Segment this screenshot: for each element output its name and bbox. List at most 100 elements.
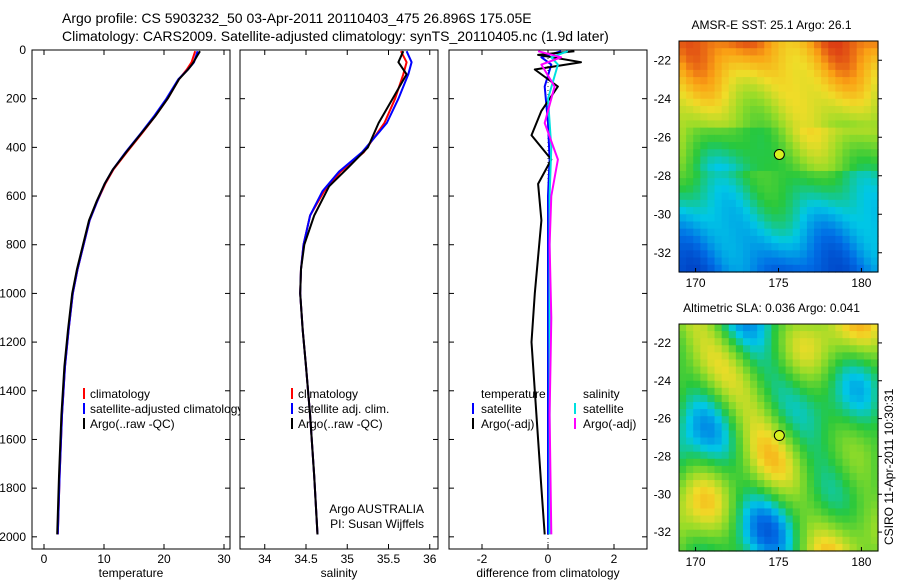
map-cell bbox=[742, 373, 751, 382]
map-cell bbox=[821, 214, 829, 223]
map-cell bbox=[828, 105, 836, 114]
y-tick-label: 2000 bbox=[0, 530, 26, 544]
map-cell bbox=[686, 163, 694, 172]
map-cell bbox=[693, 84, 701, 93]
map-cell bbox=[757, 402, 765, 410]
map-cell bbox=[771, 113, 780, 122]
map-cell bbox=[750, 163, 758, 172]
map-cell bbox=[742, 366, 751, 375]
map-cell bbox=[750, 451, 758, 460]
map-cell bbox=[785, 62, 794, 71]
map-cell bbox=[771, 345, 780, 353]
map-cell bbox=[814, 366, 822, 375]
map-cell bbox=[856, 402, 865, 410]
map-cell bbox=[728, 480, 737, 488]
map-cell bbox=[856, 163, 865, 172]
map-cell bbox=[806, 366, 815, 375]
map-cell bbox=[679, 156, 687, 165]
map-cell bbox=[742, 352, 751, 361]
map-cell bbox=[700, 199, 709, 208]
x-axis-label: difference from climatology bbox=[476, 566, 619, 580]
map-cell bbox=[778, 352, 787, 361]
header-line-2: Climatology: CARS2009. Satellite-adjuste… bbox=[62, 28, 609, 44]
map-cell bbox=[721, 352, 730, 361]
map-cell bbox=[828, 494, 836, 502]
map-cell bbox=[686, 416, 694, 424]
map-cell bbox=[814, 235, 822, 244]
map-cell bbox=[806, 380, 815, 389]
map-cell bbox=[792, 394, 801, 403]
map-cell bbox=[842, 352, 851, 361]
map-cell bbox=[806, 409, 815, 417]
map-cell bbox=[686, 515, 694, 524]
map-cell bbox=[842, 243, 851, 251]
map-cell bbox=[814, 451, 822, 460]
map-cell bbox=[849, 352, 858, 361]
map-cell bbox=[764, 235, 772, 244]
map-cell bbox=[757, 228, 765, 237]
map-cell bbox=[735, 264, 744, 273]
map-cell bbox=[700, 178, 709, 186]
map-cell bbox=[870, 373, 879, 382]
map-cell bbox=[707, 444, 716, 453]
map-cell bbox=[856, 243, 865, 251]
map-cell bbox=[842, 515, 851, 524]
map-cell bbox=[863, 331, 872, 339]
map-cell bbox=[721, 522, 730, 531]
map-cell bbox=[735, 480, 744, 488]
map-cell bbox=[735, 170, 744, 179]
map-cell bbox=[835, 338, 844, 346]
map-cell bbox=[707, 402, 716, 410]
map-cell bbox=[693, 331, 701, 339]
map-cell bbox=[728, 465, 737, 474]
map-cell bbox=[764, 536, 772, 545]
map-cell bbox=[721, 387, 730, 396]
map-cell bbox=[757, 48, 765, 57]
map-cell bbox=[735, 423, 744, 431]
map-cell bbox=[778, 508, 787, 517]
map-cell bbox=[821, 409, 829, 417]
map-cell bbox=[721, 487, 730, 495]
map-cell bbox=[735, 373, 744, 382]
map-cell bbox=[785, 113, 794, 122]
x-tick-label: 34 bbox=[258, 552, 272, 566]
map-cell bbox=[799, 221, 808, 230]
map-cell bbox=[686, 487, 694, 495]
map-cell bbox=[835, 178, 844, 186]
map-cell bbox=[821, 185, 829, 194]
map-cell bbox=[721, 536, 730, 545]
map-cell bbox=[849, 394, 858, 403]
map-cell bbox=[778, 142, 787, 150]
map-cell bbox=[693, 402, 701, 410]
map-cell bbox=[693, 214, 701, 223]
map-cell bbox=[863, 48, 872, 57]
map-cell bbox=[835, 192, 844, 201]
map-cell bbox=[721, 120, 730, 129]
map-cell bbox=[742, 98, 751, 107]
map-cell bbox=[693, 199, 701, 208]
map-cell bbox=[728, 543, 737, 552]
map-cell bbox=[700, 515, 709, 524]
map-cell bbox=[764, 529, 772, 538]
map-cell bbox=[778, 373, 787, 382]
map-cell bbox=[821, 416, 829, 424]
map-cell bbox=[679, 199, 687, 208]
map-cell bbox=[750, 345, 758, 353]
map-cell bbox=[728, 142, 737, 150]
map-cell bbox=[863, 98, 872, 107]
map-cell bbox=[792, 55, 801, 64]
map-cell bbox=[721, 178, 730, 186]
map-cell bbox=[686, 91, 694, 100]
map-cell bbox=[806, 48, 815, 57]
map-cell bbox=[707, 437, 716, 446]
map-title: AMSR-E SST: 25.1 Argo: 26.1 bbox=[691, 18, 851, 32]
map-cell bbox=[856, 170, 865, 179]
map-cell bbox=[757, 352, 765, 361]
map-cell bbox=[707, 352, 716, 361]
map-cell bbox=[778, 465, 787, 474]
map-cell bbox=[828, 501, 836, 510]
map-cell bbox=[714, 77, 723, 85]
map-cell bbox=[849, 338, 858, 346]
map-cell bbox=[750, 235, 758, 244]
map-cell bbox=[728, 55, 737, 64]
